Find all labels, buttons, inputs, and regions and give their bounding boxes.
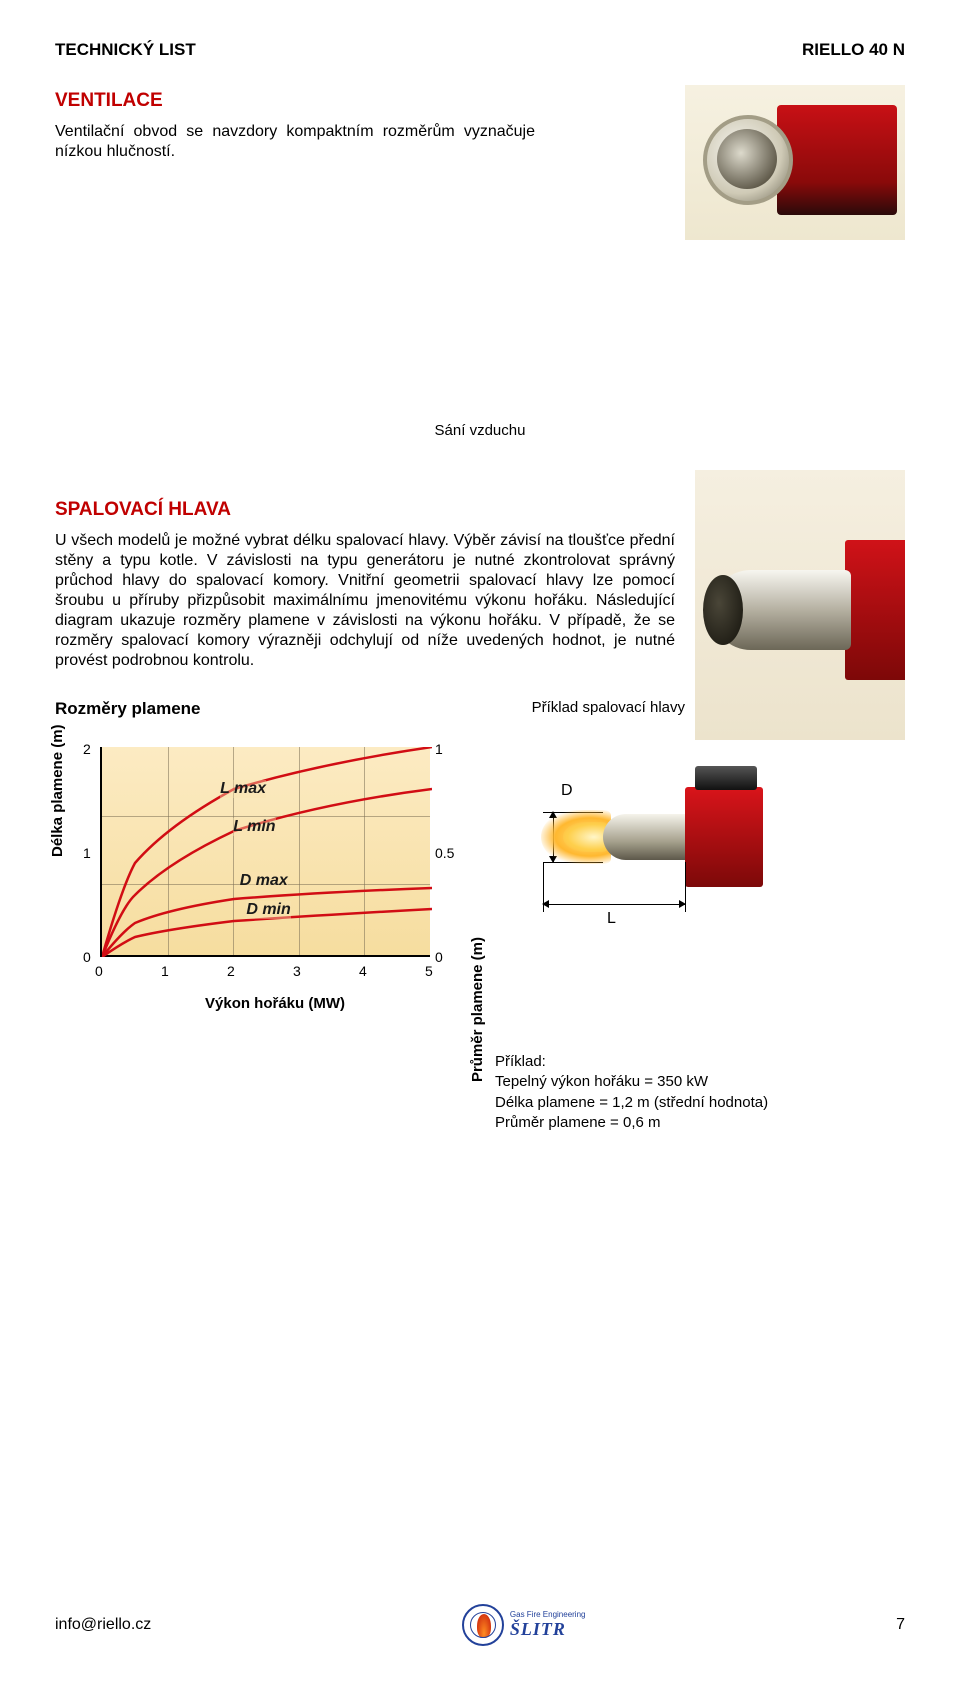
flame-dims-title: Rozměry plamene bbox=[55, 699, 201, 719]
curve-label-dmin: D min bbox=[246, 901, 290, 919]
footer-email: info@riello.cz bbox=[55, 1616, 151, 1634]
curve-label-lmax: L max bbox=[220, 780, 266, 798]
xtick-1: 1 bbox=[161, 963, 169, 979]
ventilace-section: VENTILACE Ventilační obvod se navzdory k… bbox=[55, 90, 535, 162]
curve-label-dmax: D max bbox=[240, 872, 288, 890]
y2tick-05: 0.5 bbox=[435, 845, 454, 861]
y-axis-title: Délka plamene (m) bbox=[49, 724, 66, 857]
ventilace-text: Ventilační obvod se navzdory kompaktním … bbox=[55, 122, 535, 162]
flame-diagram: D L bbox=[503, 742, 763, 932]
y2tick-1: 1 bbox=[435, 741, 443, 757]
y2tick-0: 0 bbox=[435, 949, 443, 965]
logo-brand: ŠLITR bbox=[510, 1619, 586, 1640]
dim-l-arrow bbox=[543, 904, 685, 905]
footer-logo: Gas Fire Engineering ŠLITR bbox=[462, 1604, 586, 1646]
ventilace-title: VENTILACE bbox=[55, 90, 535, 112]
footer: info@riello.cz Gas Fire Engineering ŠLIT… bbox=[55, 1604, 905, 1646]
dim-l-label: L bbox=[607, 910, 616, 928]
flame-chart: L max L min D max D min 2 1 0 1 0.5 0 0 … bbox=[55, 737, 455, 1012]
combustion-head-photo bbox=[695, 470, 905, 740]
spalovaci-section: SPALOVACÍ HLAVA U všech modelů je možné … bbox=[55, 499, 675, 671]
curve-label-lmin: L min bbox=[233, 818, 275, 836]
logo-icon bbox=[462, 1604, 504, 1646]
logo-sub: Gas Fire Engineering bbox=[510, 1610, 586, 1619]
ytick-2: 2 bbox=[83, 741, 91, 757]
ytick-1: 1 bbox=[83, 845, 91, 861]
ytick-0: 0 bbox=[83, 949, 91, 965]
air-intake-caption: Sání vzduchu bbox=[55, 422, 905, 439]
example-block: Příklad: Tepelný výkon hořáku = 350 kW D… bbox=[495, 1052, 905, 1133]
example-line-3: Průměr plamene = 0,6 m bbox=[495, 1113, 905, 1133]
xtick-3: 3 bbox=[293, 963, 301, 979]
page-number: 7 bbox=[896, 1616, 905, 1634]
xtick-2: 2 bbox=[227, 963, 235, 979]
doc-header: TECHNICKÝ LIST RIELLO 40 N bbox=[55, 40, 905, 60]
dim-d-label: D bbox=[561, 782, 573, 800]
example-line-2: Délka plamene = 1,2 m (střední hodnota) bbox=[495, 1093, 905, 1113]
chart-curves bbox=[102, 747, 432, 957]
xtick-0: 0 bbox=[95, 963, 103, 979]
spalovaci-text: U všech modelů je možné vybrat délku spa… bbox=[55, 531, 675, 671]
xtick-4: 4 bbox=[359, 963, 367, 979]
example-line-1: Tepelný výkon hořáku = 350 kW bbox=[495, 1072, 905, 1092]
chart-plot-area: L max L min D max D min bbox=[100, 747, 430, 957]
x-axis-title: Výkon hořáku (MW) bbox=[205, 995, 345, 1012]
xtick-5: 5 bbox=[425, 963, 433, 979]
header-right: RIELLO 40 N bbox=[802, 40, 905, 60]
example-title: Příklad: bbox=[495, 1052, 905, 1072]
burner-photo bbox=[685, 85, 905, 240]
spalovaci-title: SPALOVACÍ HLAVA bbox=[55, 499, 675, 521]
head-example-caption: Příklad spalovací hlavy bbox=[532, 699, 685, 716]
header-left: TECHNICKÝ LIST bbox=[55, 40, 196, 60]
y2-axis-title: Průměr plamene (m) bbox=[469, 937, 486, 1082]
